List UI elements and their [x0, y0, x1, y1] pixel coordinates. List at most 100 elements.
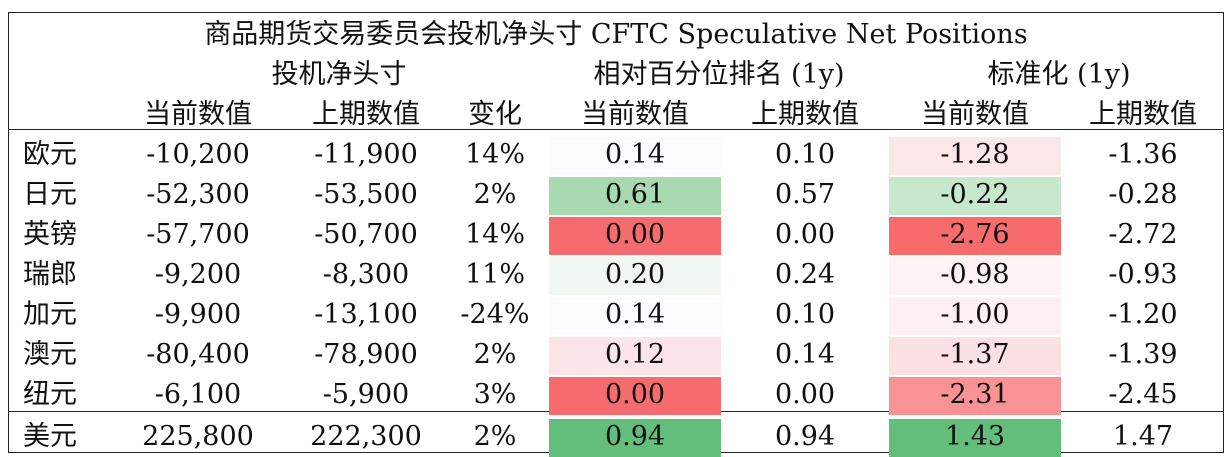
- table-cell: 14%: [464, 219, 525, 250]
- table-title: 商品期货交易委员会投机净头寸 CFTC Speculative Net Posi…: [204, 19, 1028, 50]
- table-cell: -57,700: [146, 219, 250, 250]
- table-cell: 0.94: [774, 421, 836, 452]
- heat-cell: [889, 377, 1061, 415]
- table-cell: 0.20: [604, 259, 666, 290]
- table-cell: -53,500: [314, 179, 418, 210]
- table-cell: -8,300: [322, 259, 410, 290]
- table-cell: 0.14: [774, 339, 836, 370]
- currency-name: 欧元: [23, 139, 77, 170]
- currency-name: 英镑: [23, 219, 77, 250]
- column-header: 变化: [468, 99, 522, 130]
- table-cell: -1.36: [1108, 139, 1178, 170]
- heat-cell: [549, 257, 721, 295]
- cftc-table: 商品期货交易委员会投机净头寸 CFTC Speculative Net Posi…: [8, 12, 1224, 457]
- table-row: 纽元 -6,100 -5,900 3% 0.00 0.00 -2.31 -2.45: [9, 375, 1223, 415]
- table-cell: 2%: [473, 339, 517, 370]
- column-header: 上期数值: [751, 99, 859, 130]
- table-cell: -0.93: [1108, 259, 1178, 290]
- table-cell: 1.47: [1112, 421, 1174, 452]
- group-header-pct: 相对百分位排名 (1y): [593, 59, 845, 90]
- column-header: 当前数值: [921, 99, 1029, 130]
- table-cell: 0.00: [604, 219, 666, 250]
- table-cell: -6,100: [154, 379, 242, 410]
- table-cell: -13,100: [314, 299, 418, 330]
- table-cell: -5,900: [322, 379, 410, 410]
- table-cell: -0.98: [940, 259, 1010, 290]
- table-cell: -10,200: [146, 139, 250, 170]
- currency-name: 美元: [23, 421, 77, 452]
- heat-cell: [889, 177, 1061, 215]
- table-cell: -0.28: [1108, 179, 1178, 210]
- table-cell: 14%: [464, 139, 525, 170]
- table-cell: 0.10: [774, 299, 836, 330]
- table-row: 澳元 -80,400 -78,900 2% 0.12 0.14 -1.37 -1.39: [9, 335, 1223, 375]
- table-cell: 0.10: [774, 139, 836, 170]
- heat-cell: [549, 177, 721, 215]
- table-row: 欧元 -10,200 -11,900 14% 0.14 0.10 -1.28 -1.36: [9, 135, 1223, 175]
- table-cell: 0.94: [604, 421, 666, 452]
- table-cell: -2.72: [1108, 219, 1178, 250]
- column-header: 当前数值: [144, 99, 252, 130]
- table-row: 日元 -52,300 -53,500 2% 0.61 0.57 -0.22 -0.28: [9, 175, 1223, 215]
- heat-cell: [549, 137, 721, 175]
- table-cell: -2.31: [940, 379, 1010, 410]
- heat-cell: [889, 257, 1061, 295]
- table-cell: 0.12: [604, 339, 666, 370]
- table-cell: -1.00: [940, 299, 1010, 330]
- currency-name: 澳元: [23, 339, 77, 370]
- heat-cell: [549, 377, 721, 415]
- table-cell: -78,900: [314, 339, 418, 370]
- heat-cell: [889, 297, 1061, 335]
- table-cell: 1.43: [944, 421, 1006, 452]
- heat-cell: [889, 337, 1061, 375]
- table-row: 瑞郎 -9,200 -8,300 11% 0.20 0.24 -0.98 -0.93: [9, 255, 1223, 295]
- table-cell: -9,900: [154, 299, 242, 330]
- table-row: 加元 -9,900 -13,100 -24% 0.14 0.10 -1.00 -1.20: [9, 295, 1223, 335]
- heat-cell: [889, 419, 1061, 457]
- table-cell: 0.61: [604, 179, 666, 210]
- heat-cell: [549, 297, 721, 335]
- header-divider: [9, 129, 1223, 130]
- heat-cell: [549, 217, 721, 255]
- column-header: 上期数值: [1089, 99, 1197, 130]
- table-cell: -11,900: [314, 139, 418, 170]
- group-header-net: 投机净头寸: [271, 59, 407, 90]
- heat-cell: [889, 217, 1061, 255]
- table-cell: -9,200: [154, 259, 242, 290]
- heat-cell: [549, 419, 721, 457]
- table-cell: -0.22: [940, 179, 1010, 210]
- table-cell: -1.37: [940, 339, 1010, 370]
- currency-name: 日元: [23, 179, 77, 210]
- currency-name: 加元: [23, 299, 77, 330]
- heat-cell: [889, 137, 1061, 175]
- table-cell: 0.57: [774, 179, 836, 210]
- table-cell: 3%: [473, 379, 517, 410]
- currency-name: 瑞郎: [23, 259, 77, 290]
- table-cell: 225,800: [142, 421, 254, 452]
- currency-name: 纽元: [23, 379, 77, 410]
- table-cell: 0.24: [774, 259, 836, 290]
- group-header-z: 标准化 (1y): [987, 59, 1131, 90]
- table-cell: 11%: [464, 259, 525, 290]
- table-cell: 2%: [473, 179, 517, 210]
- table-cell: -2.76: [940, 219, 1010, 250]
- column-header: 当前数值: [581, 99, 689, 130]
- table-row: 美元 225,800 222,300 2% 0.94 0.94 1.43 1.47: [9, 417, 1223, 457]
- table-row: 英镑 -57,700 -50,700 14% 0.00 0.00 -2.76 -2.72: [9, 215, 1223, 255]
- table-cell: -80,400: [146, 339, 250, 370]
- table-cell: -24%: [460, 299, 530, 330]
- table-cell: 0.00: [774, 379, 836, 410]
- table-cell: -1.39: [1108, 339, 1178, 370]
- table-cell: 2%: [473, 421, 517, 452]
- table-cell: 0.00: [604, 379, 666, 410]
- table-cell: -1.28: [940, 139, 1010, 170]
- table-cell: 0.00: [774, 219, 836, 250]
- table-cell: -1.20: [1108, 299, 1178, 330]
- heat-cell: [549, 337, 721, 375]
- table-cell: -50,700: [314, 219, 418, 250]
- table-cell: 0.14: [604, 139, 666, 170]
- table-cell: -2.45: [1108, 379, 1178, 410]
- table-cell: 0.14: [604, 299, 666, 330]
- column-header: 上期数值: [312, 99, 420, 130]
- table-cell: -52,300: [146, 179, 250, 210]
